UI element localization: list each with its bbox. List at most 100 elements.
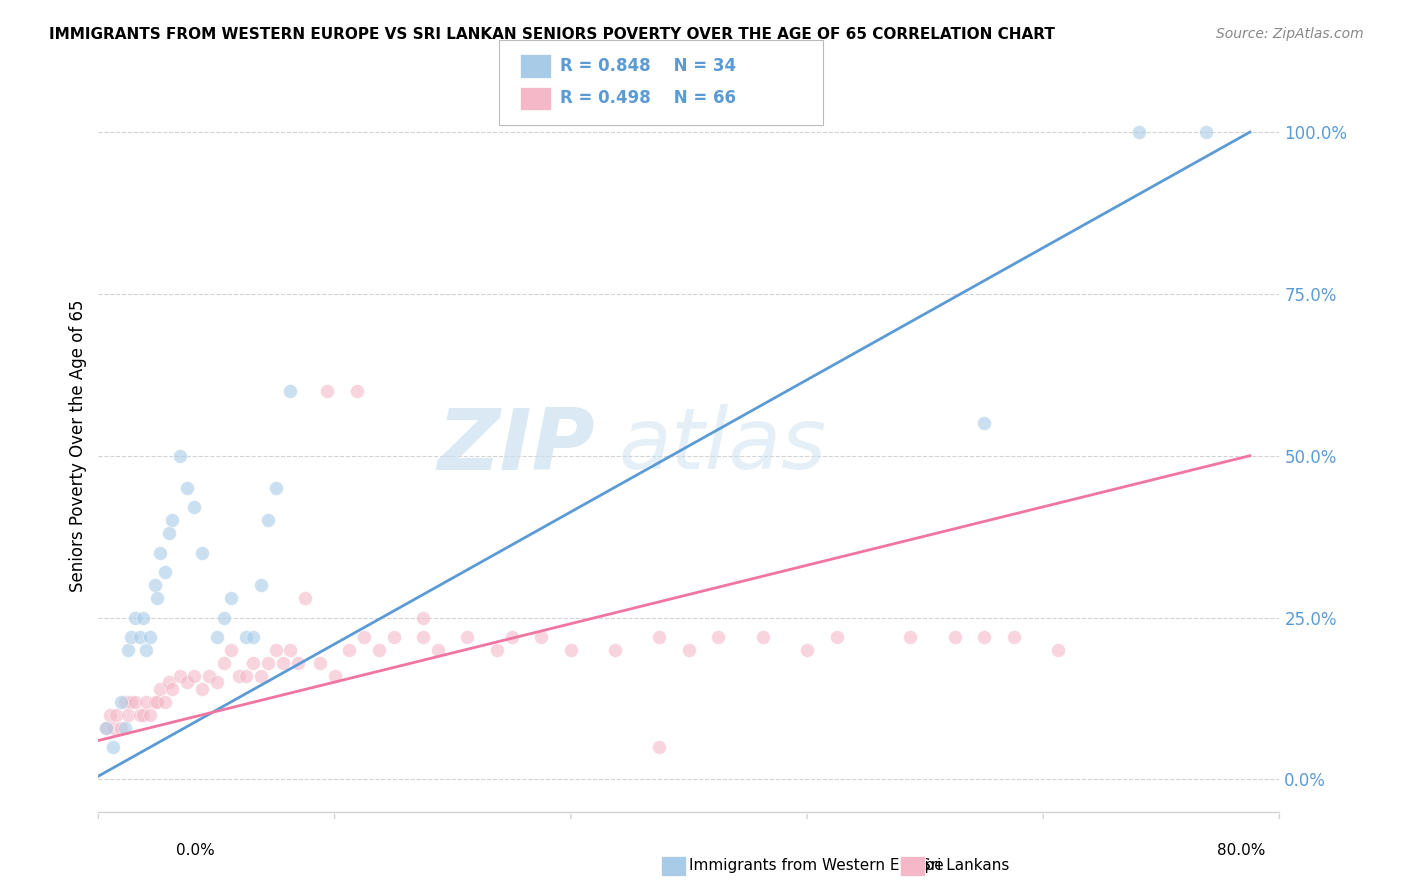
Point <box>678 643 700 657</box>
Point <box>191 546 214 560</box>
Point <box>157 675 180 690</box>
Point <box>143 695 166 709</box>
Text: ZIP: ZIP <box>437 404 595 488</box>
Text: atlas: atlas <box>619 404 827 488</box>
Point <box>114 695 136 709</box>
Point <box>353 630 375 644</box>
Point <box>198 669 221 683</box>
Point <box>943 630 966 644</box>
Y-axis label: Seniors Poverty Over the Age of 65: Seniors Poverty Over the Age of 65 <box>69 300 87 592</box>
Point <box>1046 643 1070 657</box>
Point <box>825 630 848 644</box>
Text: Source: ZipAtlas.com: Source: ZipAtlas.com <box>1216 27 1364 41</box>
Text: R = 0.848    N = 34: R = 0.848 N = 34 <box>560 57 735 75</box>
Point <box>103 739 125 754</box>
Text: 80.0%: 80.0% <box>1218 843 1265 858</box>
Point <box>135 643 157 657</box>
Point <box>242 630 264 644</box>
Point <box>162 513 183 527</box>
Point <box>796 643 818 657</box>
Point <box>183 669 205 683</box>
Point <box>235 669 257 683</box>
Point <box>501 630 523 644</box>
Point <box>257 513 280 527</box>
Point <box>205 630 228 644</box>
Point <box>105 707 128 722</box>
Point <box>146 591 169 606</box>
Point <box>153 566 176 580</box>
Point <box>309 656 332 670</box>
Point <box>605 643 627 657</box>
Point <box>973 630 995 644</box>
Point <box>382 630 405 644</box>
Point <box>169 669 191 683</box>
Point <box>412 630 434 644</box>
Point <box>486 643 509 657</box>
Point <box>900 630 922 644</box>
Point <box>250 578 273 592</box>
Point <box>346 384 368 398</box>
Point <box>752 630 775 644</box>
Point <box>120 695 142 709</box>
Point <box>120 630 142 644</box>
Point <box>707 630 730 644</box>
Point <box>191 681 214 696</box>
Point <box>648 739 671 754</box>
Point <box>257 656 280 670</box>
Point <box>221 591 243 606</box>
Point <box>124 610 146 624</box>
Point <box>128 630 150 644</box>
Point <box>162 681 183 696</box>
Point <box>457 630 479 644</box>
Point <box>264 643 287 657</box>
Point <box>368 643 391 657</box>
Point <box>1195 125 1218 139</box>
Point <box>1128 125 1150 139</box>
Point <box>103 721 125 735</box>
Point <box>271 656 294 670</box>
Point <box>169 449 191 463</box>
Point <box>139 707 162 722</box>
Point <box>212 656 235 670</box>
Point <box>228 669 250 683</box>
Point <box>323 669 346 683</box>
Point <box>280 643 302 657</box>
Point <box>176 481 198 495</box>
Point <box>94 721 117 735</box>
Point <box>114 721 136 735</box>
Text: 0.0%: 0.0% <box>176 843 215 858</box>
Point <box>412 610 434 624</box>
Point <box>648 630 671 644</box>
Point <box>560 643 582 657</box>
Point <box>280 384 302 398</box>
Point <box>427 643 450 657</box>
Point <box>149 681 172 696</box>
Point <box>294 591 316 606</box>
Point <box>183 500 205 515</box>
Text: Immigrants from Western Europe: Immigrants from Western Europe <box>689 858 943 872</box>
Point <box>530 630 553 644</box>
Point <box>176 675 198 690</box>
Text: Sri Lankans: Sri Lankans <box>921 858 1010 872</box>
Point <box>132 610 155 624</box>
Point <box>149 546 172 560</box>
Text: R = 0.498    N = 66: R = 0.498 N = 66 <box>560 89 735 107</box>
Point <box>205 675 228 690</box>
Text: IMMIGRANTS FROM WESTERN EUROPE VS SRI LANKAN SENIORS POVERTY OVER THE AGE OF 65 : IMMIGRANTS FROM WESTERN EUROPE VS SRI LA… <box>49 27 1054 42</box>
Point <box>117 643 139 657</box>
Point <box>157 526 180 541</box>
Point <box>110 695 132 709</box>
Point <box>287 656 309 670</box>
Point <box>110 721 132 735</box>
Point <box>128 707 150 722</box>
Point <box>132 707 155 722</box>
Point <box>1002 630 1025 644</box>
Point <box>146 695 169 709</box>
Point <box>94 721 117 735</box>
Point <box>973 417 995 431</box>
Point <box>221 643 243 657</box>
Point <box>235 630 257 644</box>
Point <box>117 707 139 722</box>
Point <box>339 643 361 657</box>
Point <box>264 481 287 495</box>
